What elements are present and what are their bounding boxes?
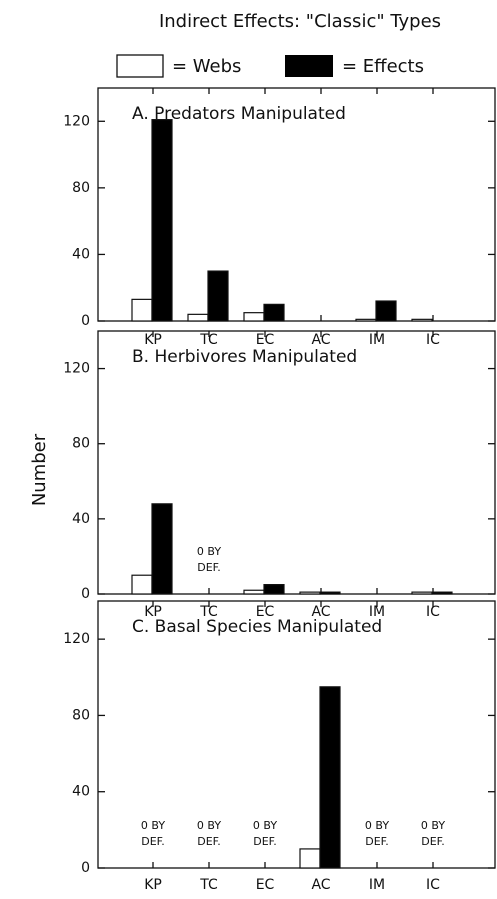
panel-frame <box>97 600 496 869</box>
bar <box>411 318 433 322</box>
panel-title: A. Predators Manipulated <box>132 104 346 124</box>
bar <box>431 591 453 595</box>
legend-swatch-webs <box>116 54 164 78</box>
bar <box>299 848 321 869</box>
bar <box>263 303 285 322</box>
y-tick-label: 120 <box>63 113 90 129</box>
bar <box>243 589 265 595</box>
annotation: DEF. <box>141 835 164 848</box>
y-axis-label: Number <box>29 433 50 506</box>
annotation: 0 BY <box>253 819 277 832</box>
x-tick-label: KP <box>144 332 162 348</box>
bar <box>243 312 265 322</box>
y-tick-label: 0 <box>81 860 90 876</box>
annotation: DEF. <box>197 835 220 848</box>
bar <box>299 591 321 595</box>
x-tick-label: EC <box>256 332 275 348</box>
x-tick-label: EC <box>256 604 275 620</box>
x-tick-label: IM <box>369 604 385 620</box>
bar <box>151 119 173 322</box>
x-tick-label: TC <box>199 877 218 893</box>
figure-title: Indirect Effects: "Classic" Types <box>159 11 441 32</box>
x-tick-label: AC <box>311 332 330 348</box>
x-tick-label: TC <box>199 332 218 348</box>
annotation: 0 BY <box>141 819 165 832</box>
y-tick-label: 120 <box>63 631 90 647</box>
x-tick-label: IC <box>426 877 440 893</box>
x-tick-label: IC <box>426 332 440 348</box>
legend-label: = Webs <box>172 56 241 77</box>
annotation: 0 BY <box>421 819 445 832</box>
annotation: DEF. <box>421 835 444 848</box>
y-tick-label: 80 <box>72 180 90 196</box>
bar <box>131 574 153 595</box>
annotation: 0 BY <box>197 545 221 558</box>
y-tick-label: 120 <box>63 361 90 377</box>
y-tick-label: 80 <box>72 436 90 452</box>
annotation: DEF. <box>197 561 220 574</box>
x-tick-label: EC <box>256 877 275 893</box>
bar <box>355 318 377 322</box>
bar <box>319 591 341 595</box>
panel-frame <box>97 87 496 322</box>
x-tick-label: TC <box>199 604 218 620</box>
x-tick-label: KP <box>144 604 162 620</box>
annotation: 0 BY <box>197 819 221 832</box>
y-tick-label: 40 <box>72 511 90 527</box>
bar <box>411 591 433 595</box>
y-tick-label: 40 <box>72 784 90 800</box>
x-tick-label: AC <box>311 604 330 620</box>
panel-title: B. Herbivores Manipulated <box>132 347 357 367</box>
y-tick-label: 0 <box>81 313 90 329</box>
x-tick-label: KP <box>144 877 162 893</box>
bar <box>319 686 341 869</box>
x-tick-label: IC <box>426 604 440 620</box>
bar <box>151 503 173 595</box>
bar <box>375 300 397 322</box>
x-tick-label: AC <box>311 877 330 893</box>
annotation: 0 BY <box>365 819 389 832</box>
legend-label: = Effects <box>342 56 424 77</box>
annotation: DEF. <box>365 835 388 848</box>
panel-frame <box>97 330 496 595</box>
bar <box>263 584 285 595</box>
bar <box>207 270 229 322</box>
x-tick-label: IM <box>369 877 385 893</box>
y-tick-label: 40 <box>72 246 90 262</box>
annotation: DEF. <box>253 835 276 848</box>
bar <box>131 298 153 322</box>
bar <box>187 313 209 322</box>
y-tick-label: 0 <box>81 586 90 602</box>
panel-title: C. Basal Species Manipulated <box>132 617 382 637</box>
x-tick-label: IM <box>369 332 385 348</box>
y-tick-label: 80 <box>72 707 90 723</box>
legend-swatch-effects <box>285 55 333 77</box>
